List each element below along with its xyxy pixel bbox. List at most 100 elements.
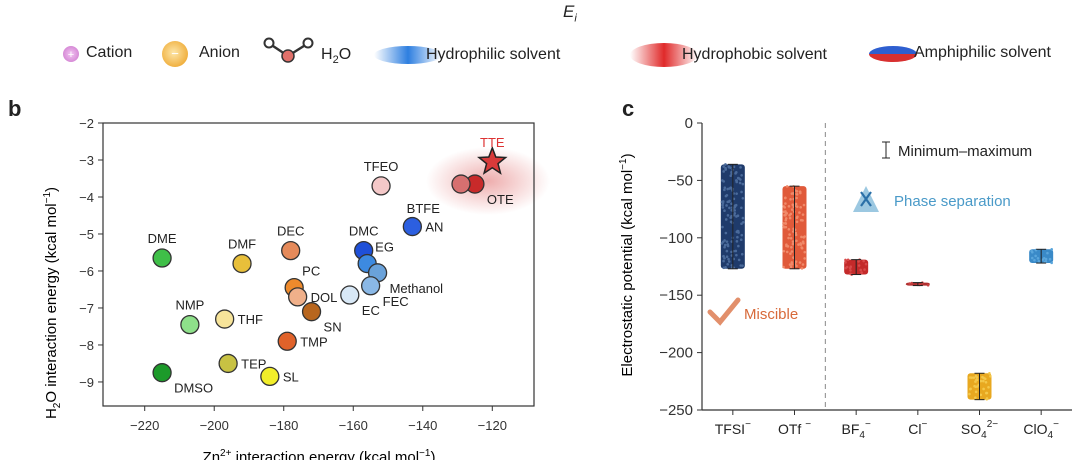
label-dmc: DMC	[349, 224, 379, 239]
range-dot	[736, 235, 739, 239]
label-eg: EG	[375, 240, 394, 255]
y-axis-label: H2O interaction energy (kcal mol−1)	[42, 187, 63, 419]
energy-symbol: Ei	[563, 2, 577, 25]
range-dot	[735, 180, 739, 184]
anion-icon	[162, 41, 188, 67]
range-dot	[794, 260, 798, 263]
range-dot	[795, 264, 798, 268]
point-dme	[152, 248, 172, 268]
range-dot	[1030, 256, 1034, 260]
range-dot	[794, 233, 798, 237]
x-tick-label: −120	[478, 418, 507, 433]
range-dot	[740, 252, 744, 256]
range-dot	[790, 250, 794, 253]
range-dot	[737, 177, 741, 180]
range-dot	[974, 396, 977, 399]
range-dot	[786, 245, 790, 248]
range-dot	[800, 235, 803, 239]
label-dmso: DMSO	[174, 381, 213, 396]
range-dot	[863, 268, 866, 271]
range-dot	[988, 372, 991, 375]
range-dot	[801, 213, 805, 216]
c-y-axis-label: Electrostatic potential (kcal mol−1)	[618, 153, 636, 376]
range-dot	[984, 380, 988, 384]
label-tte: TTE	[480, 135, 505, 150]
range-dot	[735, 240, 739, 243]
c-y-tick-label: −50	[668, 172, 693, 189]
range-dot	[789, 252, 792, 255]
range-bf4	[844, 258, 869, 276]
range-dot	[795, 193, 799, 196]
label-tfeo: TFEO	[364, 159, 399, 174]
range-dot	[799, 242, 802, 245]
water-molecule-icon	[263, 37, 314, 63]
phase-separation-cross	[860, 191, 872, 207]
range-dot	[723, 186, 727, 190]
y-tick-label: −2	[79, 116, 94, 131]
range-dot	[1048, 257, 1052, 261]
c-y-tick-label: −150	[659, 287, 693, 304]
range-dot	[800, 267, 804, 270]
range-dot	[737, 244, 740, 248]
range-dot	[736, 229, 739, 233]
range-dot	[801, 219, 804, 222]
range-dot	[908, 282, 911, 285]
label-pc: PC	[302, 264, 320, 279]
range-dot	[730, 250, 733, 254]
range-dot	[784, 218, 788, 222]
range-dot	[857, 260, 860, 263]
label-fec: FEC	[383, 294, 409, 309]
label-thf: THF	[238, 312, 263, 327]
range-otf	[782, 185, 807, 270]
range-dot	[789, 236, 793, 240]
range-dot	[782, 222, 785, 225]
label-ec: EC	[362, 303, 380, 318]
range-dot	[987, 385, 990, 389]
point-tfeo	[371, 176, 391, 196]
range-dot	[724, 194, 728, 198]
range-dot	[860, 271, 863, 274]
hydrophobic-icon	[630, 43, 698, 67]
label-dmf: DMF	[228, 237, 256, 252]
point-nmp	[180, 314, 200, 335]
range-dot	[974, 390, 978, 394]
legend-cation: Cation	[86, 44, 133, 61]
x-tick-label: −140	[408, 418, 437, 433]
range-dot	[724, 231, 728, 235]
range-dot	[1041, 258, 1045, 261]
x-tick-label: −160	[339, 418, 368, 433]
c-x-tick-label: ClO4−	[1023, 419, 1059, 441]
range-dot	[783, 206, 787, 209]
miscible-icon	[707, 297, 741, 326]
range-dot	[723, 243, 727, 247]
range-dot	[722, 165, 725, 168]
range-dot	[1046, 251, 1049, 255]
range-dot	[791, 242, 795, 246]
range-dot	[721, 225, 724, 229]
range-dot	[857, 264, 861, 267]
range-dot	[790, 246, 793, 249]
range-dot	[795, 205, 799, 208]
miscible-label: Miscible	[744, 306, 798, 323]
c-x-tick-label: Cl−	[908, 419, 927, 437]
range-dot	[968, 392, 971, 396]
range-dot	[723, 209, 726, 213]
range-dot	[802, 241, 805, 245]
range-dot	[724, 166, 727, 170]
range-dot	[791, 240, 795, 243]
phase-separation-label: Phase separation	[894, 193, 1011, 210]
label-tmp: TMP	[300, 334, 327, 349]
range-dot	[726, 200, 730, 204]
range-dot	[989, 374, 992, 378]
panel-c-letter: c	[622, 96, 635, 121]
x-tick-label: −200	[200, 418, 229, 433]
point-tmp	[277, 331, 297, 351]
range-dot	[789, 212, 793, 216]
range-dot	[729, 166, 732, 169]
range-dot	[844, 266, 848, 270]
range-dot	[730, 202, 733, 206]
range-cl	[905, 281, 930, 287]
range-dot	[725, 249, 729, 253]
c-y-tick-label: 0	[685, 115, 693, 132]
label-tep: TEP	[241, 356, 266, 371]
